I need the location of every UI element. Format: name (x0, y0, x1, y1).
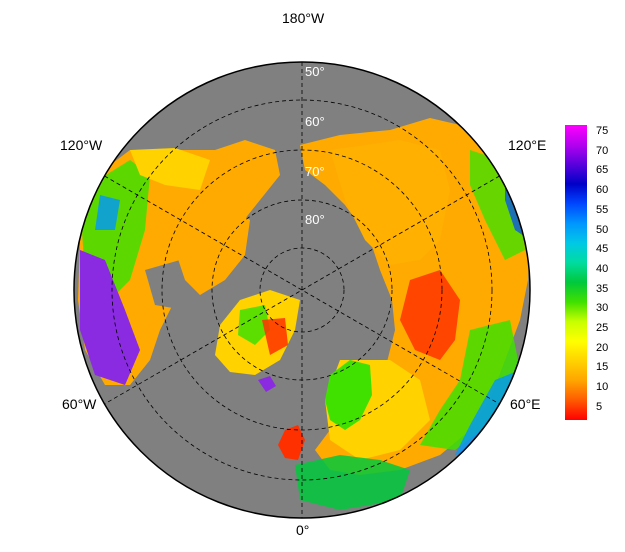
lon-label-120e: 120°E (508, 137, 547, 153)
landmass-iceland (258, 376, 276, 392)
colorbar-tick-label: 75 (596, 125, 609, 137)
colorbar-tick-label: 5 (596, 400, 603, 413)
lat-label-70: 70° (305, 164, 325, 179)
lon-label-0: 0° (296, 522, 310, 538)
arctic-archipelago (175, 200, 250, 295)
lat-label-80: 80° (305, 212, 325, 227)
region-greenland-red (262, 318, 288, 355)
colorbar-tick-label: 70 (596, 144, 609, 157)
colorbar-tick-label: 40 (596, 262, 609, 275)
region-greenland-green (238, 305, 270, 345)
lon-label-120w: 120°W (60, 137, 103, 153)
landmass-scandinavia (325, 360, 372, 430)
lat-label-50: 50° (305, 64, 325, 79)
region-southern-band-blue (455, 370, 520, 455)
colorbar-tick-label: 60 (596, 184, 609, 197)
region-siberia-inner (330, 140, 450, 265)
colorbar-tick-label: 55 (596, 203, 609, 216)
colorbar-tick-label: 35 (596, 282, 609, 295)
landmass-british-isles (278, 425, 305, 460)
colorbar-tick-label: 25 (596, 322, 609, 334)
colorbar-tick-label: 10 (596, 381, 609, 394)
region-na-west-purple (80, 250, 140, 385)
colorbar-tick-label: 50 (596, 223, 609, 236)
region-alaska (130, 148, 210, 190)
region-east-asia (470, 150, 525, 260)
region-europe-south (295, 455, 410, 510)
lon-label-60w: 60°W (62, 396, 97, 412)
colorbar-tick-label: 65 (596, 164, 609, 177)
lat-label-60: 60° (305, 114, 325, 129)
colorbar-gradient (565, 125, 587, 420)
island-banks (210, 165, 250, 195)
colorbar-tick-label: 45 (596, 243, 609, 256)
colorbar-tick-label: 30 (596, 302, 609, 315)
colorbar-tick-label: 20 (596, 341, 609, 354)
map-border (73, 61, 531, 519)
graticule (104, 62, 500, 518)
lon-label-180w: 180°W (282, 10, 325, 26)
region-russia-red (400, 270, 460, 360)
region-na-blue (95, 195, 120, 230)
colorbar (565, 125, 587, 420)
lon-label-60e: 60°E (510, 396, 541, 412)
colorbar-tick-label: 15 (596, 361, 609, 374)
